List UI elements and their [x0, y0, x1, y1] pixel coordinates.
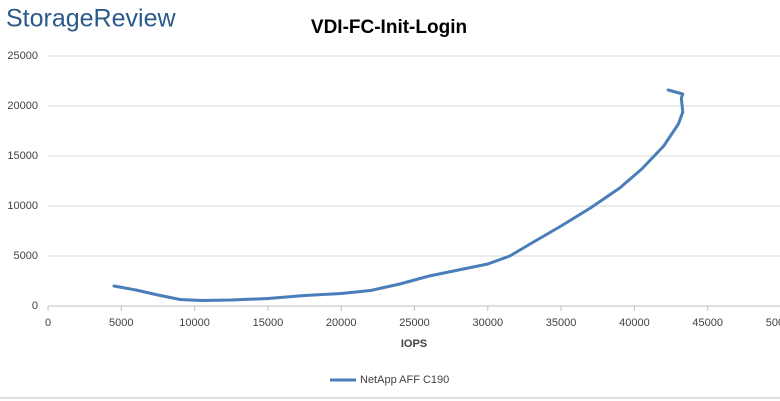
x-tick-label: 5000 [109, 317, 133, 329]
legend-label: NetApp AFF C190 [360, 374, 449, 386]
chart-title: VDI-FC-Init-Login [311, 17, 467, 38]
y-tick-label: 15000 [7, 150, 38, 162]
x-tick-label: 35000 [546, 317, 577, 329]
series-line [112, 88, 685, 302]
y-tick-label: 5000 [14, 250, 38, 262]
y-tick-label: 25000 [7, 50, 38, 62]
x-tick-label: 15000 [253, 317, 284, 329]
brand-logo: StorageReview [6, 5, 176, 33]
x-axis-label: IOPS [401, 338, 427, 350]
y-tick-label: 10000 [7, 200, 38, 212]
y-tick-label: 0 [32, 300, 38, 312]
x-tick-label: 25000 [399, 317, 430, 329]
y-tick-label: 20000 [7, 100, 38, 112]
x-tick-label: 40000 [619, 317, 650, 329]
x-tick-label: 10000 [179, 317, 210, 329]
x-tick-label: 30000 [473, 317, 504, 329]
x-tick-label: 20000 [326, 317, 357, 329]
x-tick-label: 45000 [692, 317, 723, 329]
x-tick-label: 0 [45, 317, 51, 329]
